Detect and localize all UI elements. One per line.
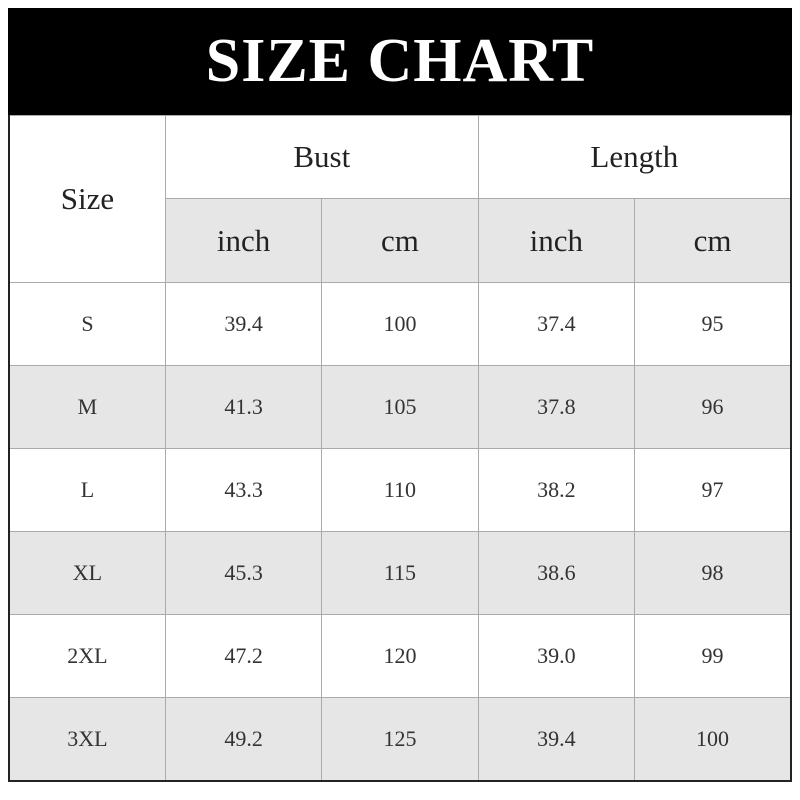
cell-length-inch: 39.0 <box>477 614 636 698</box>
table-row: 3XL 49.2 125 39.4 100 <box>8 697 792 782</box>
cell-bust-cm: 120 <box>321 614 479 698</box>
table-row: M 41.3 105 37.8 96 <box>8 365 792 449</box>
header-row-groups: Size Bust Length <box>8 115 792 283</box>
cell-bust-inch: 41.3 <box>164 365 323 449</box>
table-row: S 39.4 100 37.4 95 <box>8 282 792 366</box>
cell-size: S <box>8 282 166 366</box>
cell-bust-inch: 47.2 <box>164 614 323 698</box>
cell-size: 3XL <box>8 697 166 782</box>
cell-length-cm: 100 <box>634 697 792 782</box>
header-bust: Bust <box>164 115 479 199</box>
header-row-units: inch cm inch cm <box>9 198 792 283</box>
page-title: SIZE CHART <box>8 8 792 115</box>
size-chart-table: Size Bust Length inch cm inch cm S 39.4 10… <box>8 115 792 782</box>
cell-length-inch: 38.6 <box>477 531 636 615</box>
cell-length-cm: 99 <box>634 614 792 698</box>
table-row: 2XL 47.2 120 39.0 99 <box>8 614 792 698</box>
cell-bust-cm: 100 <box>321 282 479 366</box>
cell-bust-inch: 49.2 <box>164 697 323 782</box>
header-bust-inch: inch <box>164 198 323 283</box>
cell-size: L <box>8 448 166 532</box>
cell-bust-cm: 110 <box>321 448 479 532</box>
cell-length-inch: 37.4 <box>477 282 636 366</box>
cell-length-inch: 39.4 <box>477 697 636 782</box>
cell-bust-inch: 39.4 <box>164 282 323 366</box>
cell-size: XL <box>8 531 166 615</box>
header-bust-cm: cm <box>321 198 479 283</box>
cell-length-cm: 98 <box>634 531 792 615</box>
cell-length-cm: 95 <box>634 282 792 366</box>
cell-length-cm: 96 <box>634 365 792 449</box>
cell-bust-cm: 125 <box>321 697 479 782</box>
cell-bust-inch: 43.3 <box>164 448 323 532</box>
cell-size: 2XL <box>8 614 166 698</box>
header-length: Length <box>477 115 792 199</box>
cell-bust-cm: 115 <box>321 531 479 615</box>
cell-length-inch: 37.8 <box>477 365 636 449</box>
cell-length-inch: 38.2 <box>477 448 636 532</box>
table-row: L 43.3 110 38.2 97 <box>8 448 792 532</box>
cell-bust-inch: 45.3 <box>164 531 323 615</box>
cell-size: M <box>8 365 166 449</box>
header-length-cm: cm <box>634 198 792 283</box>
cell-length-cm: 97 <box>634 448 792 532</box>
table-row: XL 45.3 115 38.6 98 <box>8 531 792 615</box>
header-size: Size <box>8 115 166 283</box>
cell-bust-cm: 105 <box>321 365 479 449</box>
header-length-inch: inch <box>477 198 636 283</box>
